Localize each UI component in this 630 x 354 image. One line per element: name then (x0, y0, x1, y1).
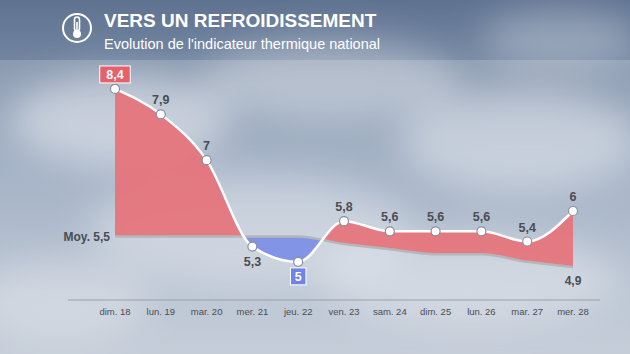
data-label: 5,8 (335, 200, 352, 214)
point (523, 237, 532, 246)
data-label: 5,6 (381, 210, 398, 224)
x-tick-label: mer. 28 (557, 306, 589, 317)
point (202, 156, 211, 165)
data-labels: 8,4 7,9 7 5,3 5 5,8 5,6 5,6 5,6 5,4 6 Moy. 5,5 4,9 (64, 66, 582, 288)
above-group (115, 89, 573, 267)
data-label: 5 (295, 270, 302, 284)
chart: VERS UN REFROIDISSEMENT Evolution de l'in… (0, 0, 630, 354)
x-tick-label: lun. 26 (467, 306, 496, 317)
point (248, 242, 257, 251)
title: VERS UN REFROIDISSEMENT (104, 10, 377, 31)
x-tick-label: mer. 21 (237, 306, 269, 317)
icon-circle (63, 14, 91, 42)
plot-area (111, 84, 578, 266)
area-above (115, 89, 573, 267)
icon-mercury (76, 22, 78, 33)
data-label: 5,4 (519, 221, 536, 235)
point (477, 227, 486, 236)
thermometer-icon (63, 14, 91, 42)
point (431, 227, 440, 236)
point (294, 257, 303, 266)
x-tick-label: mar. 27 (511, 306, 543, 317)
data-label: 6 (570, 190, 577, 204)
overlay (0, 60, 630, 354)
indicator-line (115, 89, 573, 262)
data-label: 7 (203, 139, 210, 153)
average-label: Moy. 5,5 (64, 230, 111, 244)
x-tick-label: dim. 25 (420, 306, 451, 317)
x-tick-label: sam. 24 (373, 306, 407, 317)
label-box (100, 66, 131, 83)
subtitle: Evolution de l'indicateur thermique nati… (104, 36, 380, 52)
page: {"chart_data": { "type": "line", "title"… (0, 0, 630, 354)
area-below (115, 89, 573, 267)
data-label: 7,9 (152, 93, 169, 107)
below-group (115, 89, 573, 267)
point (111, 84, 120, 93)
point (569, 207, 578, 216)
data-label: 5,3 (244, 255, 261, 269)
x-tick-label: dim. 18 (99, 306, 130, 317)
x-tick-label: ven. 23 (328, 306, 359, 317)
data-label: 5,6 (473, 210, 490, 224)
average-line (115, 236, 573, 267)
data-label: 5,6 (427, 210, 444, 224)
x-tick-label: jeu. 22 (283, 306, 313, 317)
point (340, 217, 349, 226)
average-label: 4,9 (565, 274, 582, 288)
point (385, 227, 394, 236)
x-axis (68, 300, 600, 301)
label-box (290, 268, 306, 285)
point (156, 110, 165, 119)
x-tick-label: mar. 20 (191, 306, 223, 317)
data-label: 8,4 (106, 68, 123, 82)
x-tick-label: lun. 19 (147, 306, 176, 317)
